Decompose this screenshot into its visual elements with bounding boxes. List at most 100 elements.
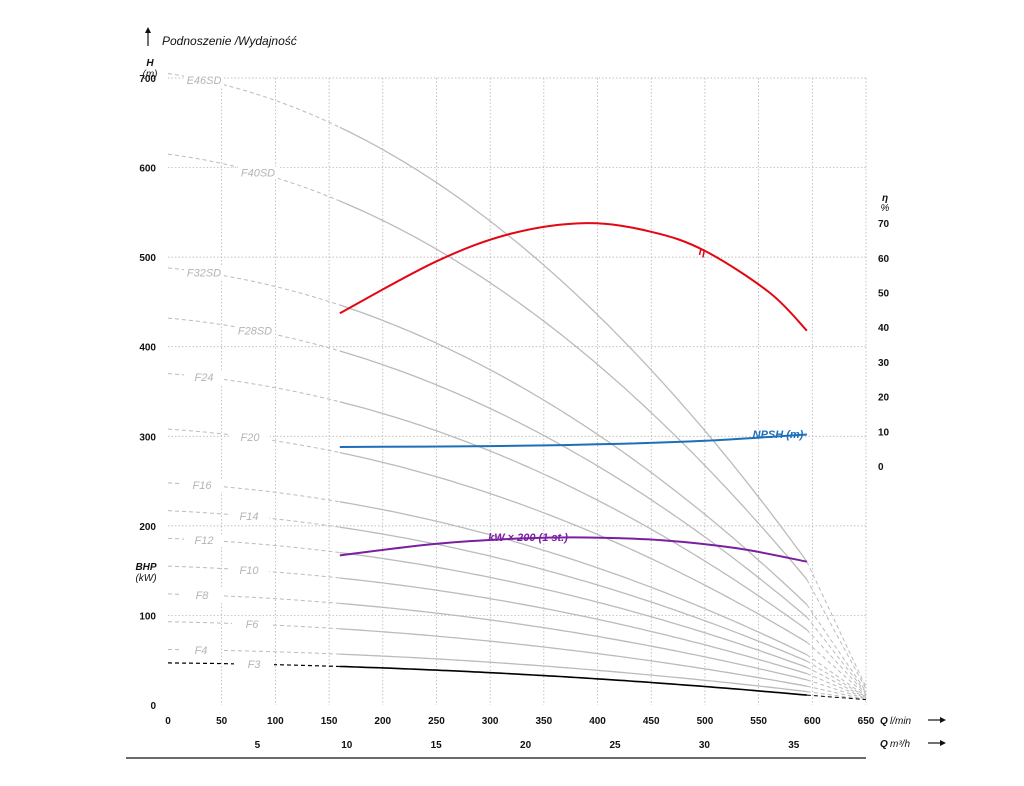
y-tick-label: 500	[139, 253, 156, 264]
head-curve-f8	[339, 602, 808, 681]
y-tick-label: 300	[139, 432, 156, 443]
head-curve-f8-tail	[806, 679, 867, 700]
x-tick-label: 200	[374, 716, 391, 727]
curve-label-bg	[184, 534, 224, 548]
curve-label-bg	[230, 431, 270, 445]
x-tick-label: 100	[267, 716, 284, 727]
curve-label-bg	[181, 643, 221, 657]
x-tick-label: 600	[804, 716, 821, 727]
head-curve-f14	[339, 526, 808, 662]
curve-label-f16: F16	[193, 480, 213, 492]
y-tick-label: 400	[139, 343, 156, 354]
head-curve-f3	[339, 665, 807, 696]
y-axis-unit: (m)	[143, 69, 158, 80]
head-curve-f12	[339, 551, 808, 669]
eta-tick-label: 50	[878, 289, 890, 300]
eta-tick-label: 0	[878, 462, 884, 473]
head-curve-f16-tail	[806, 654, 867, 697]
y-axis-label: H	[146, 58, 154, 69]
eta-tick-label: 30	[878, 358, 890, 369]
chart-title: Podnoszenie /Wydajność	[162, 34, 297, 48]
x-tick-label: 150	[321, 716, 338, 727]
head-curve-f32sd-tail	[806, 604, 867, 692]
x-tick-label: 450	[643, 716, 660, 727]
curve-label-f12: F12	[195, 535, 214, 547]
y-tick-label: 600	[139, 164, 156, 175]
x2-tick-label: 5	[255, 740, 261, 751]
head-curve-f4-tail	[806, 691, 867, 701]
head-curve-e46sd-tail	[806, 561, 867, 688]
curve-label-bg	[182, 479, 222, 493]
curve-label-bg	[184, 371, 224, 385]
head-curve-f10	[339, 577, 808, 675]
head-curve-f28sd	[339, 350, 808, 618]
x-tick-label: 550	[750, 716, 767, 727]
curve-labels: E46SD F40SD F32SD F28SD F24 F20 F16 F14 F12 F10 F8…	[181, 74, 804, 672]
curve-label-f6: F6	[246, 619, 260, 631]
y-tick-label: 700	[139, 74, 156, 85]
curve-label-f20: F20	[241, 432, 261, 444]
head-curve-f40sd	[339, 200, 808, 581]
head-curve-f4	[339, 653, 807, 693]
head-curve-f20-tail	[806, 641, 867, 696]
eta-tick-label: 10	[878, 427, 890, 438]
curve-label-f4: F4	[195, 645, 208, 657]
curve-label-bg	[232, 618, 272, 632]
head-curve-f6	[339, 628, 808, 687]
eta-tick-label: 70	[878, 219, 890, 230]
x2-tick-label: 15	[431, 740, 443, 751]
head-curve-f24-tail	[806, 629, 867, 695]
curve-label-bg	[229, 510, 269, 524]
curve-label-bg	[184, 266, 224, 280]
x-tick-label: 400	[589, 716, 606, 727]
x2-tick-label: 10	[341, 740, 353, 751]
efficiency-label: η	[699, 246, 706, 258]
curve-label-bg	[229, 564, 269, 578]
x-tick-label: 650	[858, 716, 875, 727]
x-axis-label: Q	[880, 716, 888, 727]
head-curve-f3-tail	[806, 694, 867, 701]
y-tick-label: 200	[139, 522, 156, 533]
x2-axis-arrowhead	[940, 740, 946, 746]
x-axis-unit: l/min	[890, 716, 912, 727]
power-label: kW × 200 (1 st.)	[488, 532, 568, 544]
head-curve-e46sd	[339, 126, 808, 563]
curve-label-f8: F8	[196, 590, 210, 602]
curve-label-f40sd: F40SD	[241, 167, 275, 179]
head-curve-f16	[339, 501, 808, 656]
x-tick-label: 250	[428, 716, 445, 727]
eta-tick-label: 40	[878, 323, 890, 334]
x2-axis-label: Q	[880, 739, 888, 750]
x2-tick-label: 30	[699, 740, 711, 751]
curve-label-bg	[182, 589, 222, 603]
y-tick-label: 100	[139, 611, 156, 622]
curve-label-f28sd: F28SD	[238, 325, 272, 337]
curve-label-bg	[234, 658, 274, 672]
curve-label-f24: F24	[195, 372, 214, 384]
x2-tick-label: 20	[520, 740, 532, 751]
eta-tick-label: 20	[878, 393, 890, 404]
head-curves	[167, 73, 867, 701]
eta-axis-unit: %	[881, 203, 890, 214]
npsh-label: NPSH (m)	[753, 429, 804, 441]
axes: Podnoszenie /Wydajność H (m) BHP (kW) η …	[126, 27, 946, 759]
x-tick-label: 350	[536, 716, 553, 727]
head-curve-f32sd	[339, 304, 808, 606]
curve-label-f32sd: F32SD	[187, 267, 221, 279]
x-axis-arrowhead	[940, 717, 946, 723]
head-curve-f24	[339, 401, 808, 631]
x2-axis-unit: m³/h	[890, 739, 910, 750]
curve-label-f3: F3	[248, 659, 262, 671]
x-tick-label: 0	[165, 716, 171, 727]
eta-tick-label: 60	[878, 254, 890, 265]
npsh-curve	[339, 433, 807, 448]
head-curve-f28sd-tail	[806, 616, 867, 693]
efficiency-curve	[339, 222, 808, 332]
bhp-axis-unit: (kW)	[135, 573, 156, 584]
curve-label-bg	[184, 74, 224, 88]
head-curve-f10-tail	[806, 673, 867, 699]
curve-label-f10: F10	[240, 565, 260, 577]
curve-label-bg	[235, 324, 275, 338]
